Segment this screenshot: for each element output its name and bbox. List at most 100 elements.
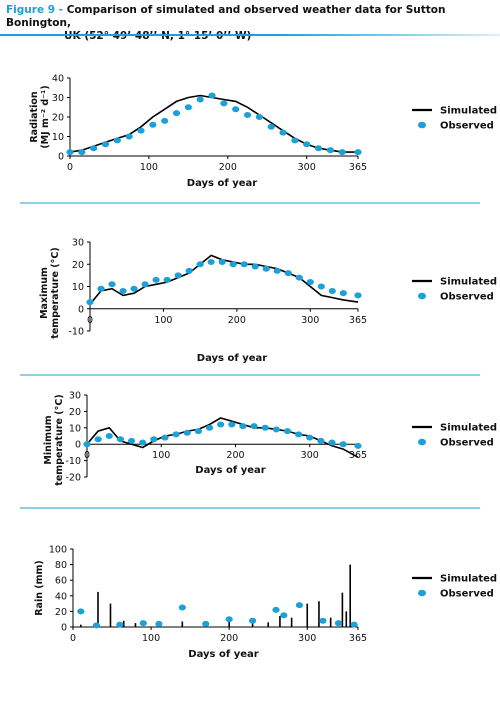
- header-rule: [0, 34, 500, 36]
- x-tick-label: 100: [152, 450, 170, 461]
- data-point: [317, 437, 325, 444]
- y-axis-label: Minimumtemperature (°C): [43, 394, 65, 485]
- y-tick-label: -10: [65, 456, 81, 467]
- x-tick-label: 200: [219, 162, 237, 173]
- data-point: [328, 287, 336, 294]
- series-observed: [83, 421, 362, 449]
- legend: Simulated Observed: [412, 574, 497, 600]
- data-point: [283, 428, 292, 435]
- data-point: [141, 281, 149, 288]
- x-tick-label: 0: [84, 450, 90, 461]
- figure-label: Figure 9 -: [6, 4, 64, 16]
- data-point: [339, 441, 347, 448]
- data-point: [202, 620, 210, 627]
- data-point: [152, 276, 160, 283]
- legend-label-observed: Observed: [440, 292, 494, 303]
- y-tick-label: 30: [52, 93, 64, 104]
- legend-label-observed: Observed: [440, 589, 494, 600]
- y-tick-label: 20: [55, 607, 67, 618]
- data-point: [218, 259, 226, 266]
- legend-label-simulated: Simulated: [440, 423, 497, 434]
- data-point: [149, 121, 157, 128]
- data-point: [174, 272, 182, 279]
- series-observed: [77, 602, 358, 629]
- x-tick-label: 100: [140, 162, 158, 173]
- data-point: [97, 285, 105, 292]
- y-tick-label: 20: [52, 113, 64, 124]
- legend-swatch-observed: [418, 438, 426, 446]
- data-point: [272, 426, 280, 433]
- data-point: [314, 145, 323, 152]
- data-point: [130, 285, 138, 292]
- data-point: [185, 267, 193, 274]
- data-point: [78, 149, 86, 156]
- data-point: [354, 149, 362, 156]
- x-tick-label: 300: [301, 315, 319, 326]
- x-tick-label: 0: [87, 315, 93, 326]
- data-point: [354, 292, 362, 299]
- series-line: [69, 94, 358, 153]
- data-point: [239, 423, 247, 430]
- data-point: [251, 263, 259, 270]
- data-point: [284, 270, 292, 277]
- x-tick-label: 0: [67, 162, 73, 173]
- data-point: [94, 436, 102, 443]
- y-tick-label: 0: [78, 304, 84, 315]
- data-point: [183, 429, 191, 436]
- y-axis-label: Maximumtemperature (°C): [39, 247, 61, 338]
- data-point: [280, 612, 288, 619]
- x-tick-label: 365: [349, 315, 367, 326]
- data-point: [101, 141, 110, 148]
- legend: Simulated Observed: [412, 106, 497, 132]
- data-point: [328, 439, 336, 446]
- legend-swatch-observed: [418, 589, 426, 597]
- data-point: [150, 436, 158, 443]
- legend: Simulated Observed: [412, 423, 497, 449]
- data-point: [207, 259, 215, 266]
- y-tick-label: 0: [75, 440, 81, 451]
- x-tick-label: 365: [349, 162, 367, 173]
- figure-header: Figure 9 - Comparison of simulated and o…: [6, 4, 496, 43]
- y-tick-label: 40: [55, 591, 67, 602]
- y-tick-label: 30: [72, 238, 84, 249]
- y-axis-label: Radiation(MJ m⁻² d⁻¹): [29, 85, 51, 148]
- data-point: [178, 604, 186, 611]
- series-simulated: [80, 564, 351, 627]
- y-tick-label: -10: [68, 327, 84, 338]
- data-point: [273, 267, 281, 274]
- data-point: [161, 434, 169, 441]
- data-point: [250, 423, 258, 430]
- legend-label-observed: Observed: [440, 121, 494, 132]
- data-point: [229, 261, 237, 268]
- data-point: [208, 92, 216, 99]
- data-point: [205, 424, 214, 431]
- legend-swatch-observed: [418, 121, 426, 129]
- data-point: [119, 287, 127, 294]
- data-point: [163, 276, 171, 283]
- x-tick-label: 300: [298, 162, 316, 173]
- y-tick-label: 10: [69, 423, 81, 434]
- data-point: [220, 100, 228, 107]
- y-tick-label: 40: [52, 74, 64, 85]
- data-point: [125, 133, 133, 140]
- data-point: [155, 620, 163, 627]
- data-point: [279, 129, 287, 136]
- data-point: [127, 437, 136, 444]
- data-point: [196, 96, 204, 103]
- x-tick-label: 100: [142, 633, 160, 644]
- x-tick-label: 0: [70, 633, 76, 644]
- series-observed: [86, 259, 362, 306]
- data-point: [255, 114, 263, 120]
- data-point: [243, 112, 252, 119]
- y-tick-label: 0: [58, 152, 64, 163]
- data-point: [196, 261, 204, 268]
- data-point: [319, 617, 327, 624]
- data-point: [306, 279, 314, 286]
- data-point: [217, 421, 225, 428]
- series-observed: [66, 92, 362, 156]
- legend-label-observed: Observed: [440, 438, 494, 449]
- data-point: [137, 127, 145, 134]
- data-point: [90, 145, 98, 152]
